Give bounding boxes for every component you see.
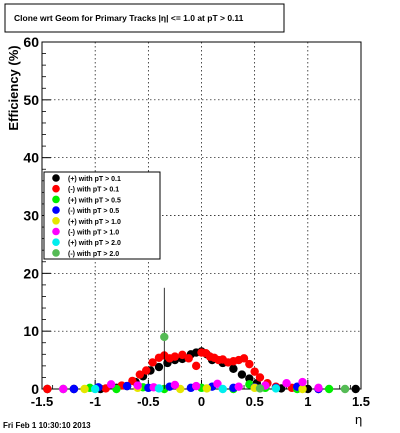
data-point (282, 379, 291, 388)
legend-marker (52, 217, 60, 225)
data-point (237, 370, 247, 379)
x-tick-label: 0.5 (246, 394, 264, 409)
legend-marker (52, 206, 60, 214)
x-tick-label: -0.5 (137, 394, 159, 409)
y-axis-label: Efficiency (%) (6, 45, 21, 130)
legend-marker (52, 174, 60, 182)
data-point (133, 381, 142, 390)
data-point (170, 380, 180, 390)
data-point (191, 361, 201, 371)
legend-label: (-) with pT > 1.0 (68, 230, 119, 237)
data-point (122, 381, 132, 391)
data-point (340, 384, 350, 394)
data-point (142, 366, 151, 375)
x-tick-label: 1.5 (352, 394, 370, 409)
legend-label: (+) with pT > 2.0 (68, 240, 121, 247)
data-point (160, 332, 169, 342)
chart-title: Clone wrt Geom for Primary Tracks |η| <=… (14, 13, 244, 23)
data-point (69, 384, 79, 394)
data-point (239, 354, 249, 363)
data-point (202, 384, 212, 393)
data-point (298, 377, 307, 387)
y-tick-label: 0 (31, 381, 39, 397)
data-point (245, 374, 254, 383)
timestamp: Fri Feb 1 10:30:10 2013 (3, 421, 91, 430)
legend-marker (52, 184, 60, 193)
data-point (135, 370, 145, 379)
legend-label: (-) with pT > 2.0 (68, 251, 119, 258)
data-point (245, 359, 254, 369)
data-point (255, 373, 265, 382)
data-point (314, 383, 323, 393)
y-tick-label: 40 (23, 150, 39, 166)
y-tick-label: 30 (23, 208, 39, 224)
data-point (148, 358, 157, 367)
data-point (298, 384, 307, 394)
data-point (154, 362, 164, 372)
axis-tick-labels: -1.5 -1 -0.5 0 0.5 1 1.5 0 10 20 30 40 50 60 (23, 34, 370, 409)
data-point (255, 384, 265, 393)
x-tick-label: -1 (89, 394, 101, 409)
legend-label: (+) with pT > 0.5 (68, 197, 121, 204)
data-point (90, 384, 100, 394)
legend-label: (-) with pT > 0.1 (68, 187, 119, 194)
data-point (250, 367, 259, 376)
data-point (106, 380, 116, 389)
data-point (271, 384, 281, 393)
legend-marker (52, 238, 60, 246)
legend-marker (52, 227, 60, 236)
data-point (218, 384, 227, 394)
y-tick-label: 10 (23, 323, 39, 339)
data-point (184, 354, 193, 363)
legend-label: (+) with pT > 0.1 (68, 176, 121, 183)
x-tick-label: 1 (304, 394, 311, 409)
data-point (178, 350, 187, 360)
data-point (351, 384, 360, 394)
x-tick-label: 0 (198, 394, 205, 409)
x-axis-label: η (355, 412, 362, 427)
title-box (4, 3, 285, 33)
data-point (59, 384, 68, 394)
legend-label: (-) with pT > 0.5 (68, 208, 119, 215)
y-tick-label: 50 (23, 92, 39, 108)
data-point (324, 384, 334, 394)
legend: (+) with pT > 0.1 (-) with pT > 0.1 (+) wi… (52, 174, 121, 258)
legend-box (43, 171, 161, 260)
data-point (234, 382, 243, 391)
data-points (43, 287, 360, 394)
y-tick-label: 20 (23, 265, 39, 281)
x-tick-label: -1.5 (31, 394, 53, 409)
data-point (80, 384, 89, 394)
legend-marker (52, 249, 60, 257)
data-point (191, 381, 201, 391)
legend-marker (52, 195, 60, 204)
data-point (43, 384, 52, 394)
data-point (154, 384, 164, 393)
legend-label: (+) with pT > 1.0 (68, 219, 121, 226)
y-tick-label: 60 (23, 34, 39, 50)
data-point (170, 352, 180, 361)
data-point (229, 364, 238, 373)
data-point (213, 379, 222, 388)
